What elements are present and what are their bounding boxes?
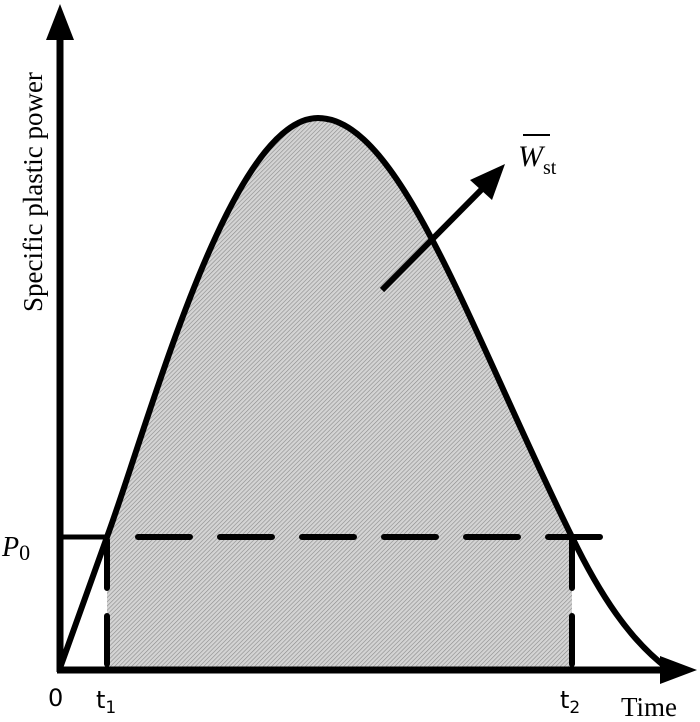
x-axis-label: Time — [621, 692, 677, 722]
t1-label-subscript: 1 — [105, 698, 116, 718]
y-axis-label: Specific plastic power — [18, 72, 48, 312]
t1-label-main: t — [96, 686, 105, 714]
p0-label-subscript: 0 — [19, 540, 30, 565]
area-label-main: W — [518, 140, 546, 173]
p0-label-main: P — [1, 532, 19, 563]
power-curve — [57, 115, 669, 671]
area-label: Wst — [518, 140, 557, 179]
area-pointer-arrowhead-icon — [470, 164, 505, 200]
t2-label-main: t — [560, 686, 569, 714]
area-pointer-arrow — [379, 180, 491, 293]
t2-label: t2 — [560, 686, 580, 718]
y-axis-arrowhead-icon — [46, 4, 74, 40]
x-axis-arrowhead-icon — [660, 656, 697, 684]
shaded-work-area — [107, 118, 572, 668]
t2-label-subscript: 2 — [569, 698, 580, 718]
area-label-subscript: st — [543, 157, 557, 179]
p0-label: P0 — [1, 532, 30, 565]
t1-label: t1 — [96, 686, 116, 718]
origin-label: 0 — [48, 684, 63, 712]
